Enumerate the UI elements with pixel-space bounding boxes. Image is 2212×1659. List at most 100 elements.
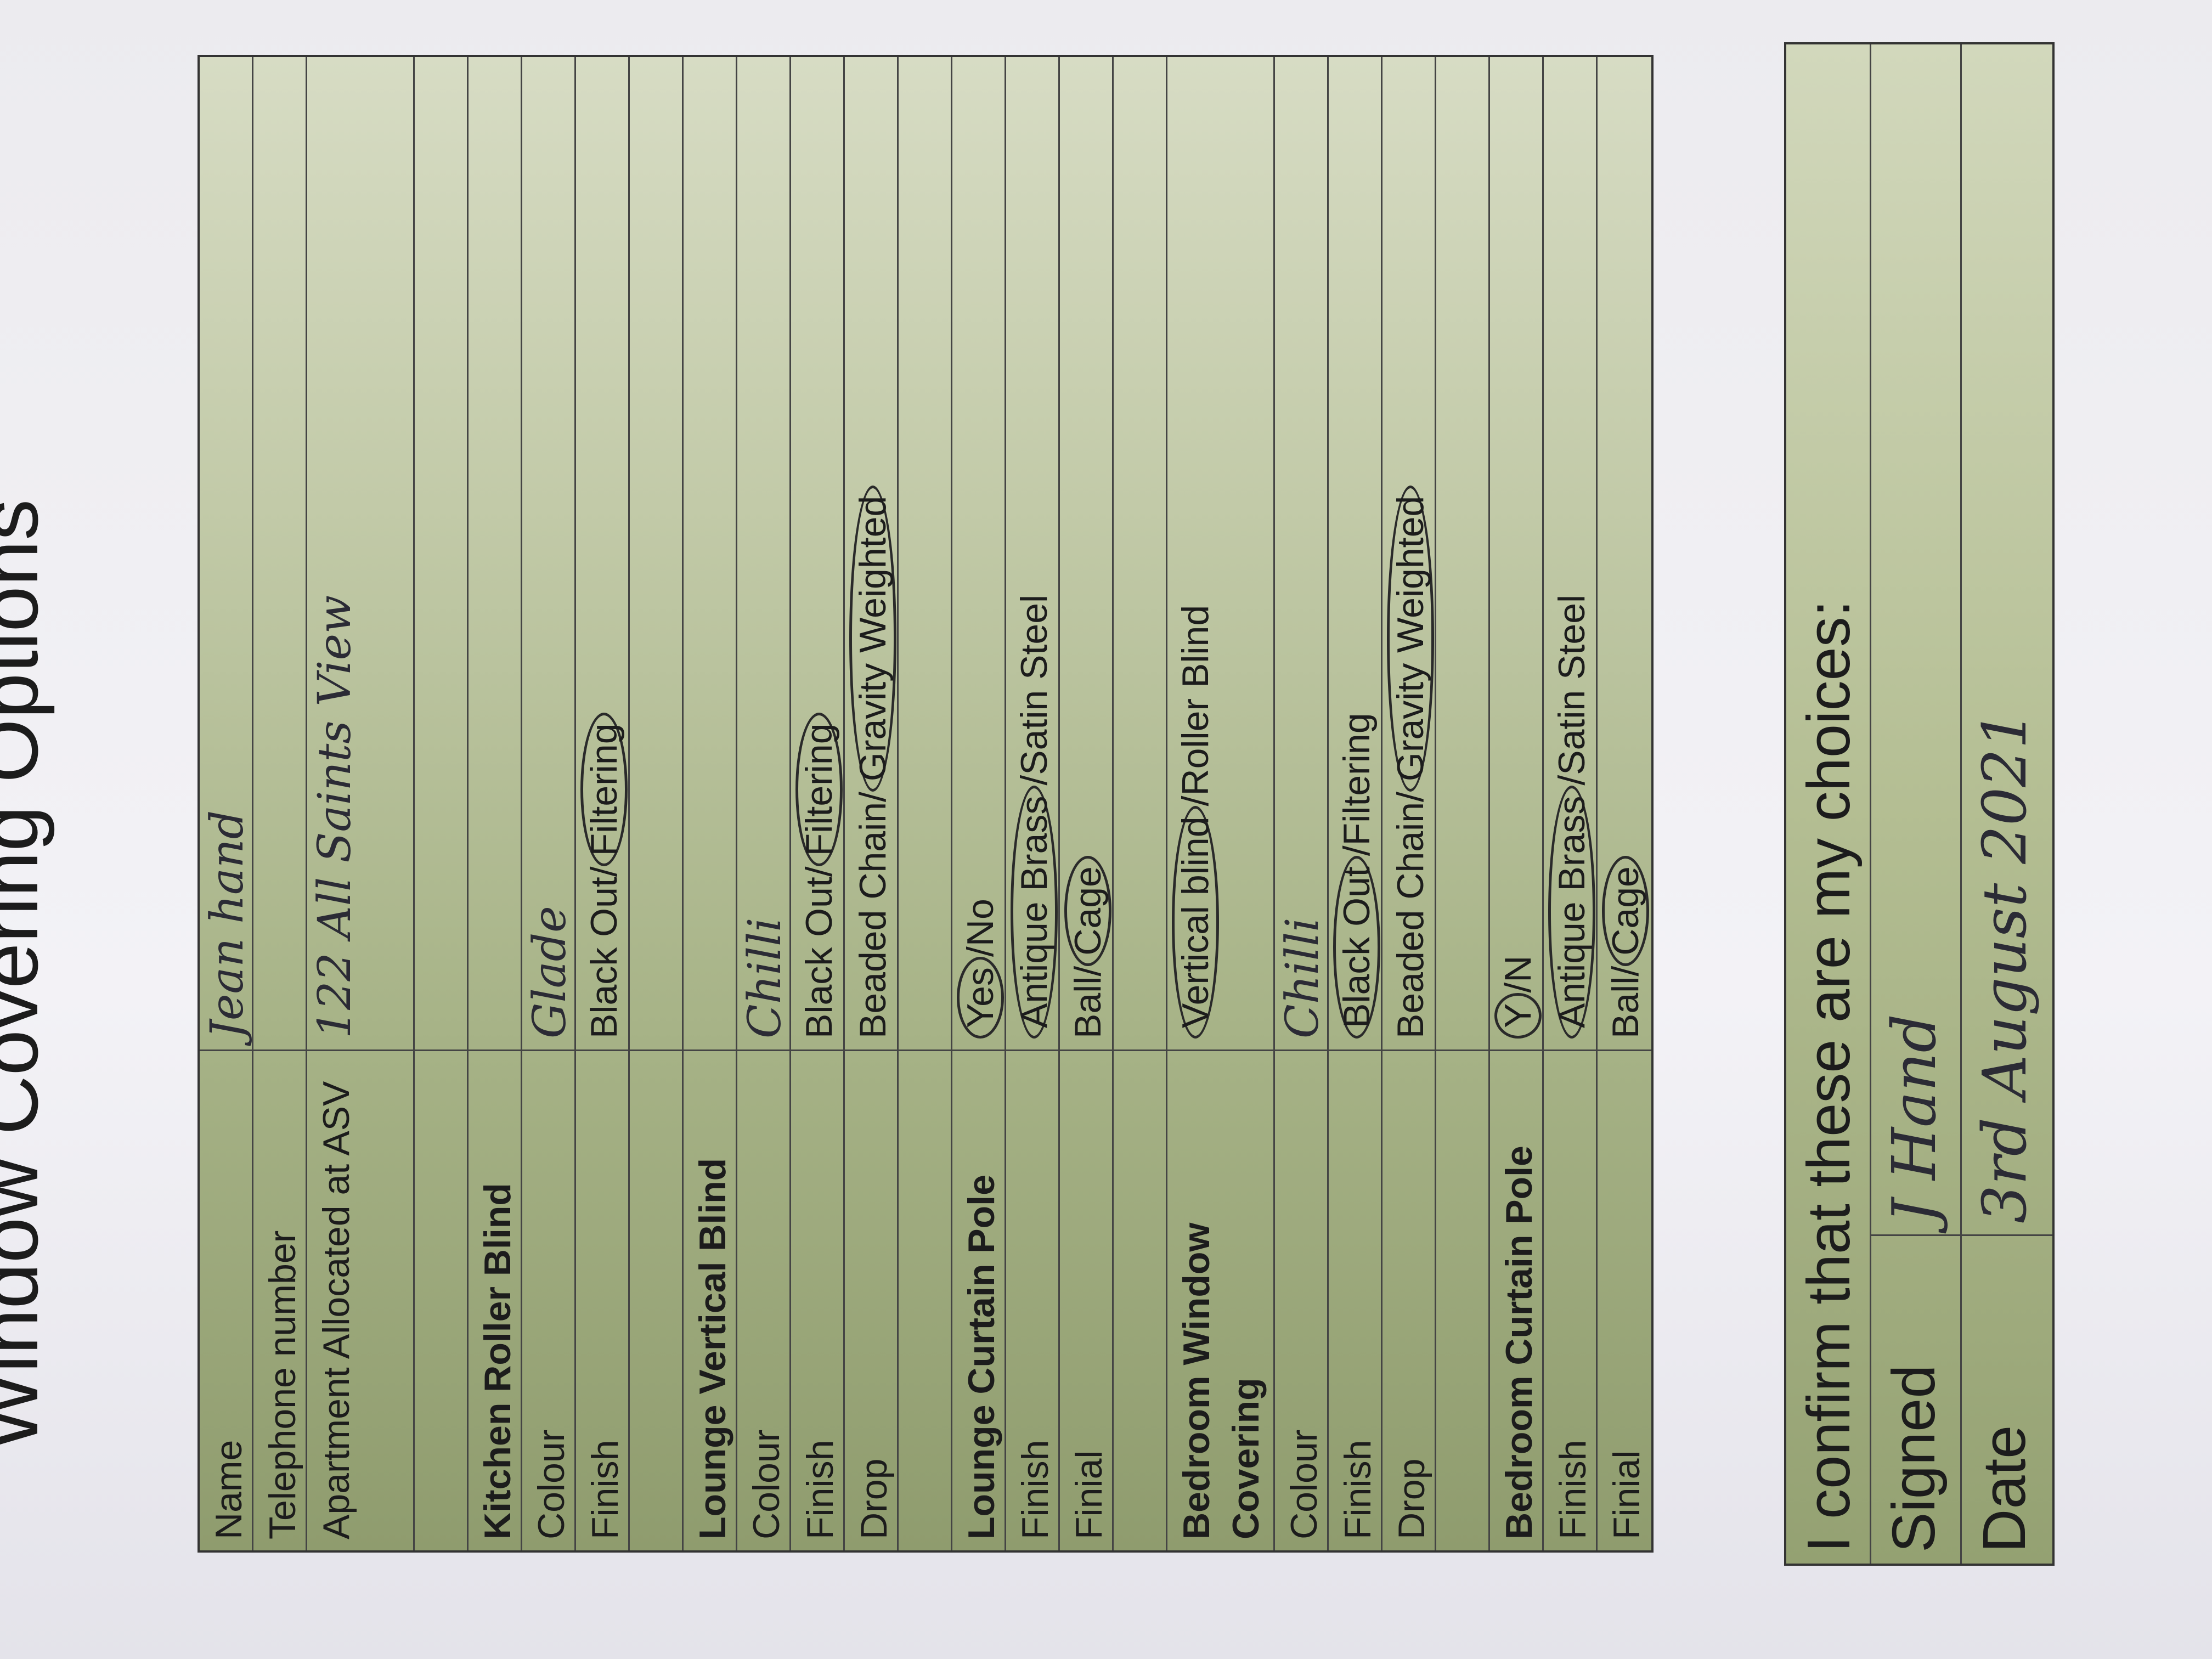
field-label: [1436, 1049, 1488, 1550]
table-row: Bedroom Curtain Pole Y/N: [1490, 57, 1544, 1550]
field-value[interactable]: Yes/No: [952, 57, 1005, 1049]
field-value[interactable]: Chilli: [1275, 57, 1329, 1049]
table-row: Finish Black Out/Filtering: [1329, 57, 1383, 1550]
option[interactable]: Black Out: [798, 877, 840, 1039]
option-separator: /: [1067, 966, 1109, 977]
option[interactable]: Ball: [1605, 976, 1646, 1039]
field-label: Colour: [737, 1049, 789, 1550]
field-value[interactable]: [1436, 57, 1488, 1049]
option-circled[interactable]: Antique Brass: [1011, 785, 1058, 1039]
option-separator: /: [1013, 775, 1055, 786]
option-separator: /: [1497, 982, 1539, 993]
field-label: Finish: [1006, 1049, 1058, 1550]
section-heading: Bedroom Curtain Pole: [1490, 1049, 1542, 1550]
option[interactable]: No: [960, 899, 1001, 947]
field-label: Finial: [1598, 1049, 1651, 1550]
table-row: Lounge Curtain Pole Yes/No: [952, 57, 1006, 1550]
section-heading: Bedroom Window Covering: [1167, 1049, 1273, 1550]
table-row: Drop Beaded Chain/Gravity Weighted: [845, 57, 899, 1550]
field-label: Finish: [1544, 1049, 1596, 1550]
option[interactable]: Ball: [1067, 976, 1109, 1039]
table-row: Finish Antique Brass/Satin Steel: [1006, 57, 1060, 1550]
option-separator: /: [798, 866, 840, 877]
field-value[interactable]: Y/N: [1490, 57, 1542, 1049]
section-heading: Lounge Vertical Blind: [684, 1049, 736, 1550]
option-separator: /: [852, 792, 894, 802]
option-circled[interactable]: Cage: [1064, 856, 1111, 966]
option[interactable]: Black Out: [583, 877, 625, 1039]
signed-label: Signed: [1871, 1234, 1960, 1564]
field-value[interactable]: Black Out/Filtering: [1329, 57, 1381, 1049]
date-row: Date 3rd August 2021: [1962, 44, 2052, 1564]
field-value[interactable]: [684, 57, 736, 1049]
page-title: Window Covering Options: [0, 499, 55, 1451]
table-row: Finial Ball/Cage: [1060, 57, 1114, 1550]
field-value[interactable]: Black Out/Filtering: [576, 57, 628, 1049]
field-value[interactable]: Ball/Cage: [1598, 57, 1651, 1049]
option[interactable]: Satin Steel: [1551, 594, 1593, 775]
option-circled[interactable]: Filtering: [795, 713, 843, 867]
table-row: Colour Glade: [522, 57, 576, 1550]
section-heading: Kitchen Roller Blind: [469, 1049, 521, 1550]
field-value[interactable]: [630, 57, 682, 1049]
options-table: Name Jean hand Telephone number Apartment A…: [198, 55, 1654, 1553]
table-row: Lounge Vertical Blind: [684, 57, 737, 1550]
field-label: Finish: [1329, 1049, 1381, 1550]
option[interactable]: Roller Blind: [1175, 605, 1216, 796]
option-separator: /: [583, 866, 625, 877]
option-circled[interactable]: Black Out: [1333, 856, 1380, 1039]
option[interactable]: Beaded Chain: [852, 802, 894, 1039]
signed-row: Signed J Hand: [1871, 44, 1962, 1564]
option-circled[interactable]: Cage: [1602, 856, 1649, 966]
option-circled[interactable]: Vertical blind: [1172, 806, 1219, 1039]
field-value[interactable]: Beaded Chain/Gravity Weighted: [845, 57, 897, 1049]
spacer-row: [899, 57, 952, 1550]
table-row: Apartment Allocated at ASV 122 All Saints…: [307, 57, 415, 1550]
field-value[interactable]: Beaded Chain/Gravity Weighted: [1383, 57, 1435, 1049]
spacer-row: [1114, 57, 1167, 1550]
field-label: [1114, 1049, 1166, 1550]
field-value[interactable]: [469, 57, 521, 1049]
option-circled[interactable]: Filtering: [580, 713, 628, 867]
handwritten-entry: Chilli: [739, 917, 791, 1039]
field-value[interactable]: [1114, 57, 1166, 1049]
table-row: Bedroom Window Covering Vertical blind/Ro…: [1167, 57, 1275, 1550]
confirm-heading-row: I confirm that these are my choices:: [1786, 44, 1871, 1564]
table-row: Colour Chilli: [737, 57, 791, 1550]
option-separator: /: [960, 946, 1001, 957]
field-value[interactable]: Chilli: [737, 57, 791, 1049]
option[interactable]: Filtering: [1336, 713, 1378, 846]
field-value[interactable]: Vertical blind/Roller Blind: [1167, 57, 1273, 1049]
spacer-row: [415, 57, 469, 1550]
field-value[interactable]: Glade: [522, 57, 576, 1049]
field-label: Finish: [791, 1049, 843, 1550]
table-row: Kitchen Roller Blind: [469, 57, 522, 1550]
option-circled[interactable]: Antique Brass: [1548, 785, 1595, 1039]
field-label: Colour: [522, 1049, 574, 1550]
option-circled[interactable]: Gravity Weighted: [1387, 485, 1434, 792]
field-value[interactable]: [253, 57, 306, 1049]
table-row: Colour Chilli: [1275, 57, 1329, 1550]
confirm-heading: I confirm that these are my choices:: [1795, 600, 1863, 1553]
option-separator: /: [1551, 775, 1593, 786]
option[interactable]: N: [1497, 955, 1539, 983]
option-circled[interactable]: Gravity Weighted: [849, 485, 896, 792]
field-label: Telephone number: [253, 1049, 306, 1550]
option[interactable]: Beaded Chain: [1390, 802, 1431, 1039]
field-value[interactable]: 122 All Saints View: [307, 57, 413, 1049]
field-label: [415, 1049, 467, 1550]
field-value[interactable]: Jean hand: [200, 57, 253, 1049]
field-value[interactable]: Antique Brass/Satin Steel: [1544, 57, 1596, 1049]
field-value[interactable]: Antique Brass/Satin Steel: [1006, 57, 1058, 1049]
field-value[interactable]: [899, 57, 951, 1049]
option-circled[interactable]: Yes: [957, 957, 1004, 1039]
spacer-row: [630, 57, 684, 1550]
field-value[interactable]: Ball/Cage: [1060, 57, 1112, 1049]
field-value[interactable]: [415, 57, 467, 1049]
option-separator: /: [1336, 845, 1378, 856]
option[interactable]: Satin Steel: [1013, 594, 1055, 775]
table-row: Name Jean hand: [200, 57, 253, 1550]
option-circled[interactable]: Y: [1494, 992, 1542, 1039]
field-value[interactable]: Black Out/Filtering: [791, 57, 843, 1049]
